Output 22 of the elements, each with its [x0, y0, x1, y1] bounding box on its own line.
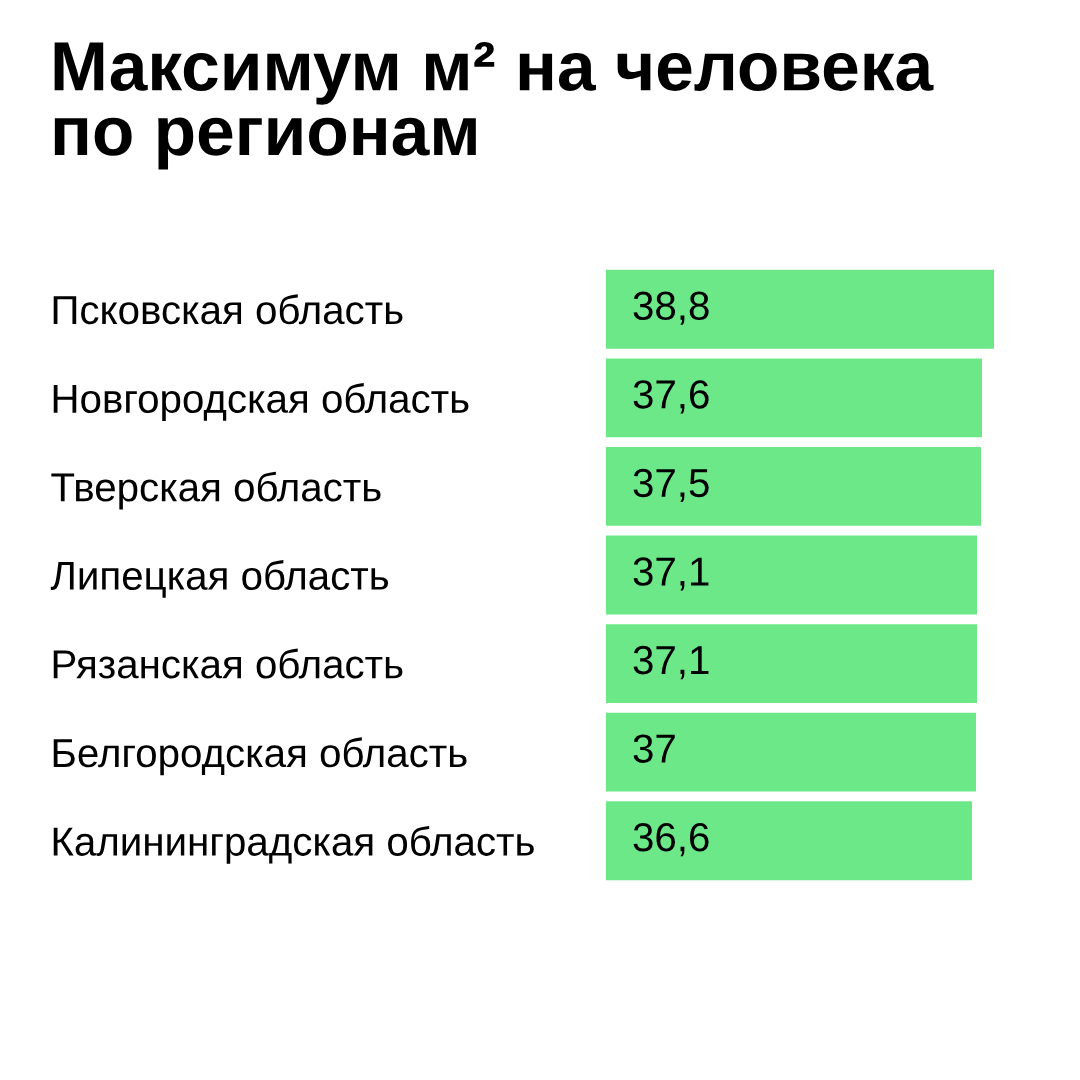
- data-label: 38,8: [633, 291, 709, 325]
- bar: [606, 712, 976, 792]
- data-label: 36,6: [633, 823, 709, 857]
- chart-title: Максимум м² на человека по регионам: [54, 41, 934, 170]
- data-label: 37: [633, 734, 675, 763]
- bar: [606, 535, 977, 615]
- y-tick-label: Тверская область: [51, 471, 381, 510]
- bar: [606, 269, 994, 349]
- data-label: 37,1: [633, 645, 709, 680]
- bar: [606, 624, 977, 703]
- bar: [606, 358, 982, 438]
- y-tick-label: Новгородская область: [53, 383, 469, 421]
- bar: [606, 801, 972, 881]
- data-label: 37,1: [633, 557, 709, 591]
- y-tick-label: Псковская область: [53, 294, 403, 325]
- y-tick-label: Рязанская область: [53, 648, 403, 679]
- bar: [606, 447, 981, 526]
- y-tick-label: Белгородская область: [53, 737, 467, 776]
- y-tick-label: Калининградская область: [53, 825, 534, 864]
- y-tick-label: Липецкая область: [50, 560, 389, 598]
- data-label: 37,5: [633, 468, 709, 502]
- data-label: 37,6: [633, 380, 709, 414]
